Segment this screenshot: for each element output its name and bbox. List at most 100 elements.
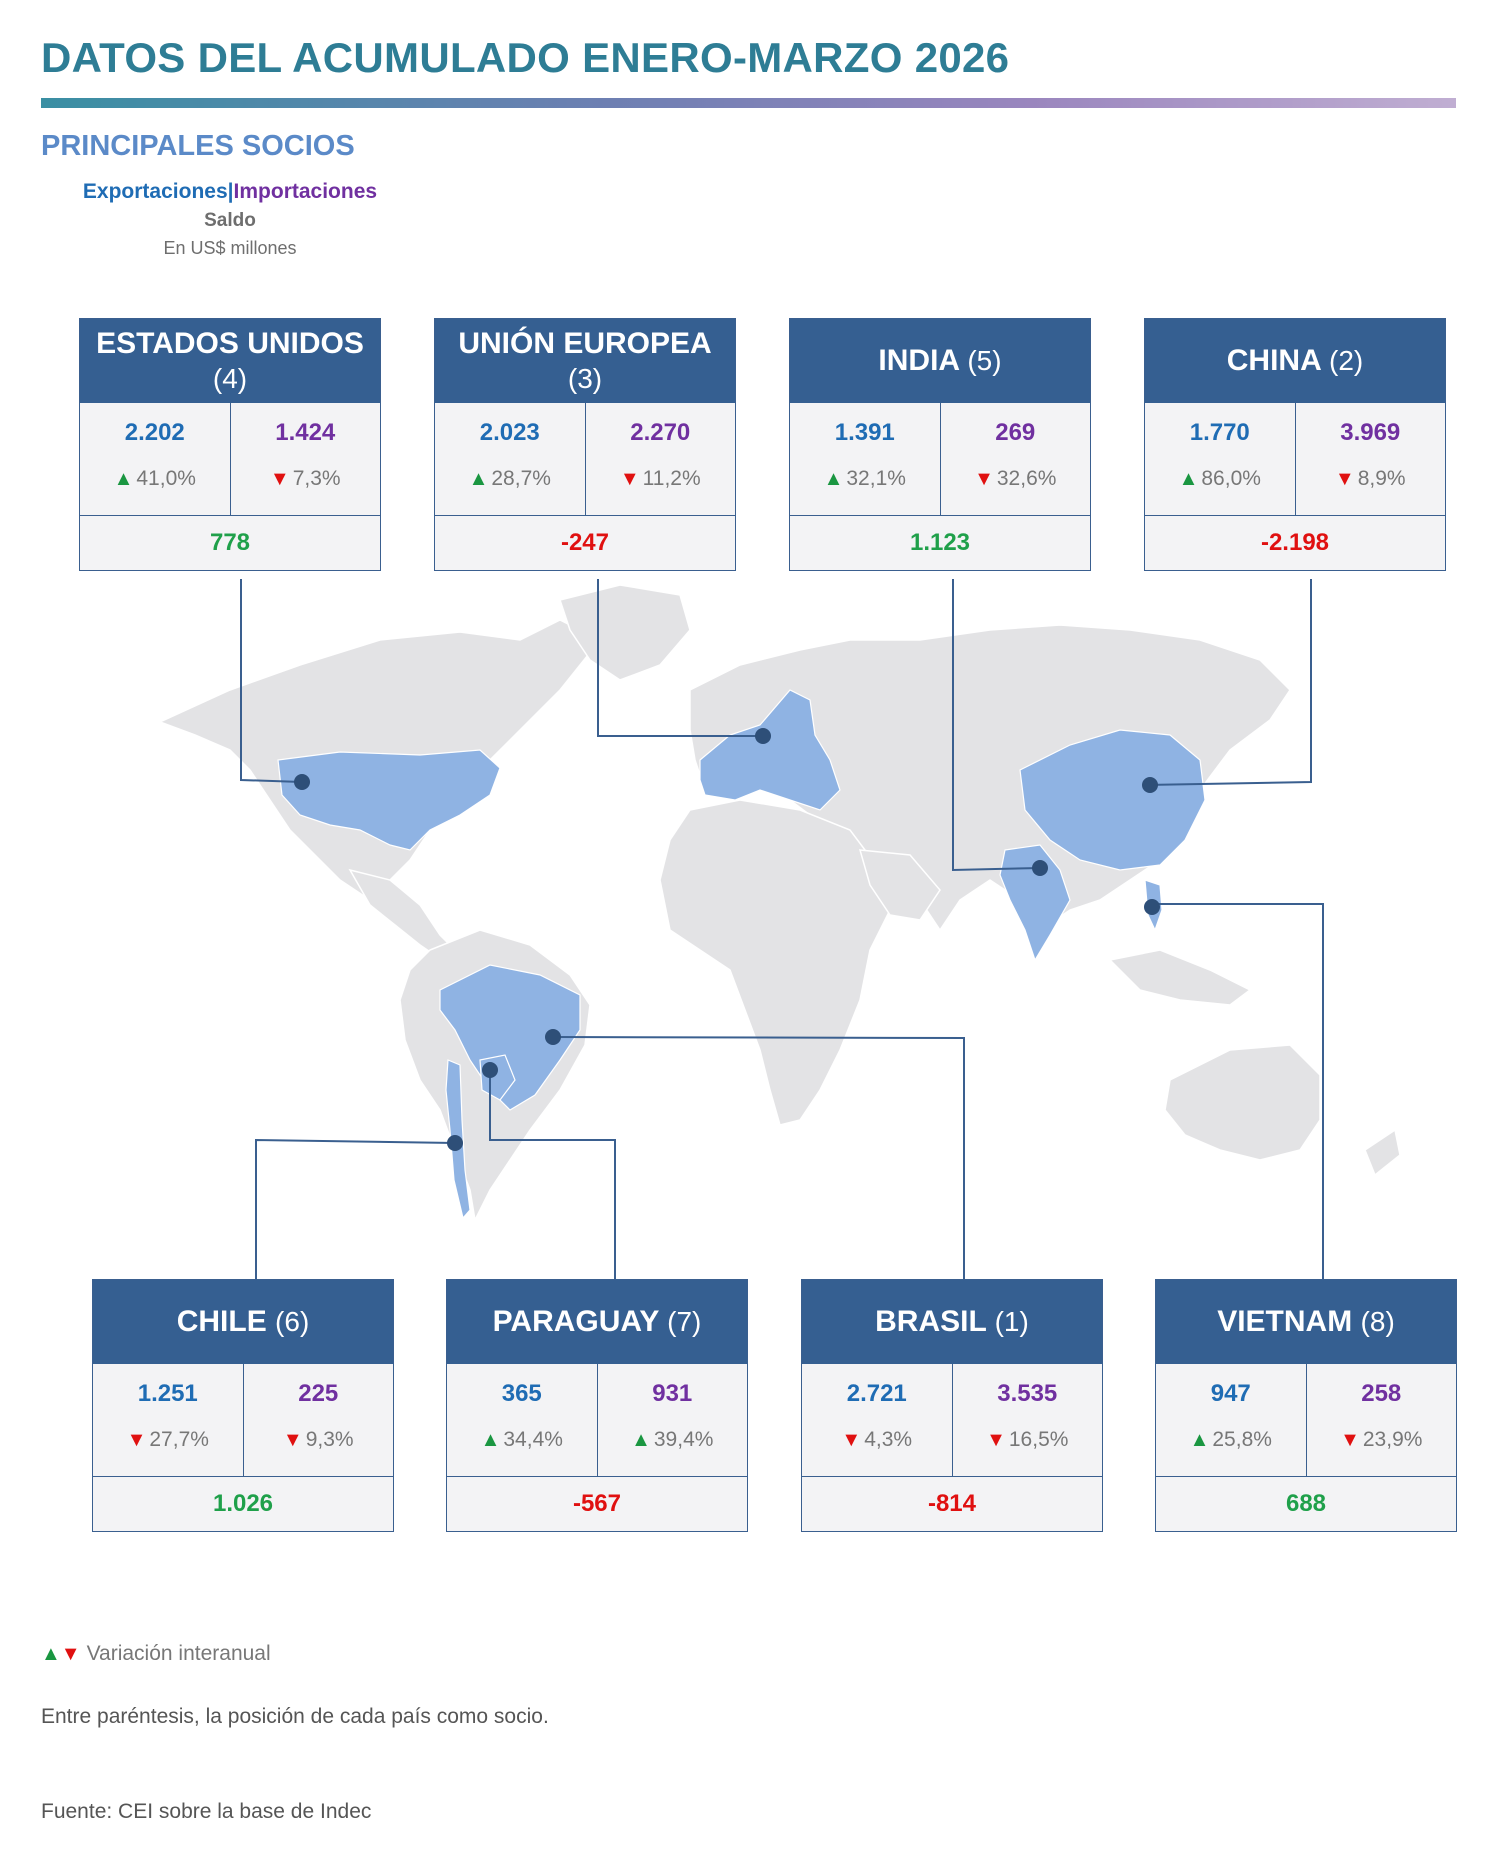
partner-name: CHINA bbox=[1226, 344, 1321, 377]
balance-value: 688 bbox=[1285, 1490, 1327, 1517]
imports-value: 3.969 bbox=[1340, 419, 1401, 446]
partner-name: VIETNAM bbox=[1217, 1305, 1353, 1338]
exports-variation: 27,7% bbox=[149, 1428, 209, 1451]
imports-value: 269 bbox=[995, 419, 1036, 446]
legend-units: En US$ millones bbox=[163, 238, 297, 258]
imports-variation: 8,9% bbox=[1357, 467, 1406, 490]
values-legend: Exportaciones|Importaciones Saldo En US$… bbox=[40, 180, 420, 259]
arrow-up-icon: ▲ bbox=[1178, 467, 1199, 490]
arrow-up-icon: ▲ bbox=[631, 1428, 651, 1451]
variation-legend: ▲▼ Variación interanual bbox=[41, 1642, 271, 1666]
exports-variation: 28,7% bbox=[491, 467, 551, 490]
arrow-up-icon: ▲ bbox=[480, 1428, 501, 1451]
partner-card-china: CHINA (2) 1.770 ▲ 86,0% 3.969 ▼ 8,9% -2.198 bbox=[1144, 318, 1446, 571]
landmass-australia bbox=[1164, 1044, 1321, 1161]
card-header: UNIÓN EUROPEA (3) bbox=[435, 319, 735, 403]
partner-name: INDIA bbox=[878, 344, 959, 377]
marker-estados-unidos bbox=[294, 774, 310, 790]
balance-value: -567 bbox=[572, 1490, 622, 1517]
arrow-up-icon: ▲ bbox=[468, 467, 489, 490]
marker-paraguay bbox=[482, 1062, 498, 1078]
legend-arrows-icon: ▲▼ bbox=[41, 1643, 81, 1665]
balance-value: 1.026 bbox=[212, 1490, 274, 1517]
imports-value: 1.424 bbox=[275, 419, 336, 446]
exports-value: 1.770 bbox=[1189, 419, 1250, 446]
connector-union-europea bbox=[597, 579, 763, 737]
partner-card-union-europea: UNIÓN EUROPEA (3) 2.023 ▲ 28,7% 2.270 ▼ 11,2… bbox=[434, 318, 736, 571]
exports-value: 2.721 bbox=[846, 1380, 907, 1407]
legend-balance: Saldo bbox=[204, 210, 256, 231]
arrow-up-icon: ▲ bbox=[1189, 1428, 1210, 1451]
marker-china bbox=[1142, 777, 1158, 793]
marker-india bbox=[1032, 860, 1048, 876]
arrow-down-icon: ▼ bbox=[269, 467, 290, 490]
imports-value: 225 bbox=[298, 1380, 339, 1407]
country-united-states bbox=[277, 749, 501, 851]
partner-card-estados-unidos: ESTADOS UNIDOS (4) 2.202 ▲ 41,0% 1.424 ▼ 7,3… bbox=[79, 318, 381, 571]
legend-exports: Exportaciones bbox=[82, 180, 228, 203]
exports-variation: 4,3% bbox=[864, 1428, 913, 1451]
exports-variation: 32,1% bbox=[846, 467, 906, 490]
exports-value: 947 bbox=[1210, 1380, 1251, 1407]
legend-imports: Importaciones bbox=[233, 180, 378, 203]
partner-position: (6) bbox=[275, 1306, 310, 1337]
connector-china bbox=[1144, 579, 1312, 786]
marker-vietnam bbox=[1144, 899, 1160, 915]
page-title: DATOS DEL ACUMULADO ENERO-MARZO 2026 bbox=[41, 34, 1010, 81]
legend-separator: | bbox=[227, 180, 234, 203]
imports-variation: 9,3% bbox=[305, 1428, 354, 1451]
balance-value: -247 bbox=[560, 529, 610, 556]
balance-value: 778 bbox=[209, 529, 251, 556]
partner-name: ESTADOS UNIDOS bbox=[96, 327, 364, 361]
position-note: Entre paréntesis, la posición de cada pa… bbox=[41, 1705, 549, 1728]
exports-variation: 25,8% bbox=[1212, 1428, 1272, 1451]
marker-chile bbox=[447, 1135, 463, 1151]
arrow-down-icon: ▼ bbox=[986, 1428, 1006, 1451]
imports-variation: 11,2% bbox=[642, 467, 701, 490]
title-underline-bar bbox=[41, 98, 1456, 108]
partner-name: BRASIL bbox=[875, 1305, 987, 1338]
card-header: INDIA (5) bbox=[790, 319, 1090, 403]
card-header: PARAGUAY (7) bbox=[447, 1280, 747, 1364]
marker-union-europea bbox=[755, 728, 771, 744]
source-note: Fuente: CEI sobre la base de Indec bbox=[41, 1800, 372, 1823]
partner-position: (7) bbox=[667, 1306, 702, 1337]
exports-variation: 34,4% bbox=[503, 1428, 563, 1451]
card-header: CHINA (2) bbox=[1145, 319, 1445, 403]
card-header: BRASIL (1) bbox=[802, 1280, 1102, 1364]
connector-estados-unidos bbox=[240, 579, 303, 783]
partner-position: (8) bbox=[1360, 1306, 1395, 1337]
connector-paraguay bbox=[489, 1068, 616, 1280]
balance-value: -2.198 bbox=[1260, 529, 1330, 556]
section-subtitle: PRINCIPALES SOCIOS bbox=[41, 130, 355, 162]
exports-variation: 41,0% bbox=[136, 467, 196, 490]
exports-value: 1.391 bbox=[834, 419, 895, 446]
marker-brasil bbox=[545, 1029, 561, 1045]
landmass-new-zealand bbox=[1364, 1128, 1401, 1177]
connector-india bbox=[952, 579, 1041, 872]
imports-variation: 32,6% bbox=[996, 467, 1057, 490]
imports-variation: 23,9% bbox=[1362, 1428, 1423, 1451]
imports-value: 931 bbox=[652, 1380, 693, 1407]
arrow-down-icon: ▼ bbox=[1340, 1428, 1360, 1451]
imports-variation: 16,5% bbox=[1008, 1428, 1069, 1451]
partner-name: CHILE bbox=[176, 1305, 267, 1338]
card-header: VIETNAM (8) bbox=[1156, 1280, 1456, 1364]
imports-value: 3.535 bbox=[997, 1380, 1058, 1407]
landmass-southeast-asia bbox=[1108, 949, 1252, 1006]
arrow-down-icon: ▼ bbox=[974, 467, 994, 490]
landmass-greenland bbox=[559, 584, 691, 681]
variation-label: Variación interanual bbox=[86, 1642, 271, 1665]
balance-value: 1.123 bbox=[909, 529, 971, 556]
arrow-down-icon: ▼ bbox=[126, 1428, 147, 1451]
arrow-down-icon: ▼ bbox=[282, 1428, 303, 1451]
arrow-up-icon: ▲ bbox=[113, 467, 134, 490]
partner-position: (2) bbox=[1329, 345, 1364, 376]
imports-variation: 7,3% bbox=[292, 467, 341, 490]
connector-vietnam bbox=[1152, 903, 1324, 1280]
partner-position: (3) bbox=[567, 363, 603, 395]
partner-card-paraguay: PARAGUAY (7) 365 ▲ 34,4% 931 ▲ 39,4% -567 bbox=[446, 1279, 748, 1532]
partner-position: (4) bbox=[212, 363, 248, 395]
card-header: CHILE (6) bbox=[93, 1280, 393, 1364]
